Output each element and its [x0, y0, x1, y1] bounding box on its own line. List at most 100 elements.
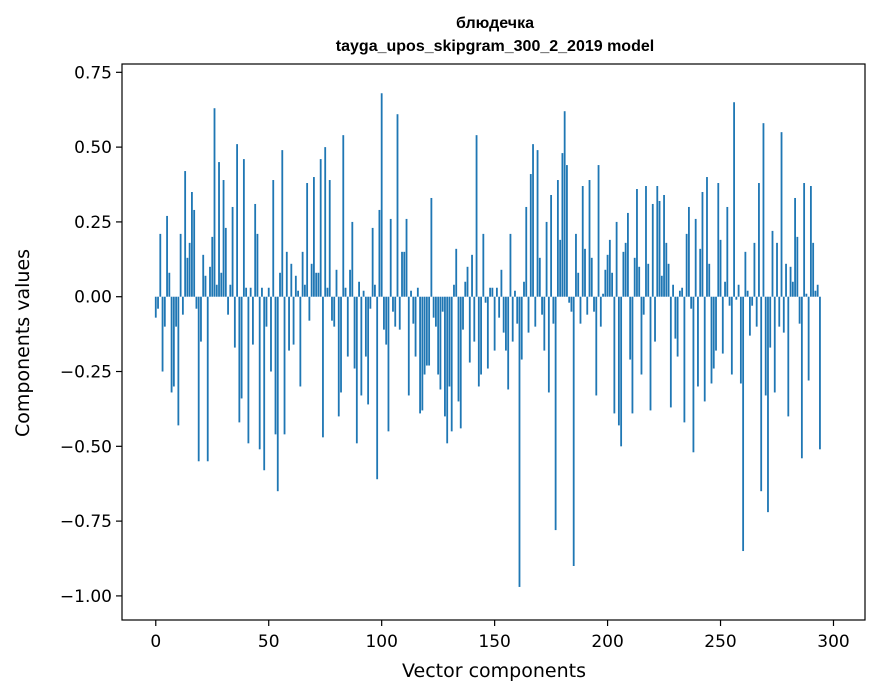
bar: [584, 248, 586, 297]
bar: [471, 254, 473, 297]
bar: [274, 296, 277, 435]
x-axis-label: Vector components: [402, 660, 586, 682]
bar: [254, 203, 257, 297]
bar: [724, 281, 726, 297]
bar: [340, 296, 342, 393]
bar: [218, 162, 220, 297]
bar: [292, 296, 295, 345]
bar: [627, 212, 629, 297]
bar: [735, 296, 738, 300]
bar: [238, 296, 241, 423]
bar: [333, 296, 336, 327]
bar: [364, 296, 367, 357]
bar: [477, 296, 480, 387]
x-tick-label: 200: [591, 632, 623, 652]
x-tick-label: 0: [150, 632, 161, 652]
y-tick-label: 0.50: [74, 138, 112, 158]
bar: [636, 189, 638, 297]
x-tick-label: 250: [704, 632, 736, 652]
bar: [532, 144, 534, 297]
bar: [161, 296, 164, 372]
bar: [588, 180, 591, 297]
bar: [213, 108, 216, 297]
bar: [434, 296, 437, 327]
bar: [667, 263, 670, 297]
bar: [389, 218, 392, 297]
bar: [778, 296, 781, 327]
bar: [762, 123, 765, 297]
bar: [516, 296, 519, 324]
bar: [816, 284, 819, 297]
bar: [746, 290, 749, 297]
bar: [572, 296, 575, 566]
bar: [168, 272, 171, 297]
bar: [308, 296, 311, 321]
chart-title: блюдечка: [456, 15, 534, 32]
bar: [710, 296, 713, 384]
y-tick-label: 0.75: [74, 63, 112, 83]
bar: [579, 296, 582, 324]
bar: [566, 165, 568, 297]
bar: [663, 194, 665, 297]
bar: [466, 266, 469, 297]
bar: [163, 296, 166, 327]
bar: [688, 206, 690, 297]
x-tick-label: 100: [365, 632, 397, 652]
bar: [179, 233, 182, 297]
bar: [538, 257, 541, 297]
bar: [602, 293, 604, 297]
bar: [493, 296, 496, 351]
bar: [285, 251, 288, 297]
y-axis-ticks: −1.00 −0.75 −0.50 −0.25 0.00 0.25 0.50 0.75: [60, 63, 122, 607]
bar: [480, 296, 482, 375]
bar: [547, 296, 550, 393]
y-tick-label: 0.25: [74, 213, 112, 233]
bar: [708, 263, 711, 297]
bar: [410, 290, 412, 297]
bar: [475, 135, 478, 297]
bar: [170, 296, 173, 393]
bar: [191, 192, 193, 297]
bar: [242, 159, 245, 297]
bar: [656, 186, 659, 297]
bar: [265, 296, 268, 327]
bar: [595, 296, 598, 396]
bar: [346, 296, 349, 357]
bar: [809, 186, 812, 297]
bar: [202, 254, 205, 297]
x-tick-label: 300: [817, 632, 849, 652]
bar: [559, 239, 562, 297]
bar: [753, 242, 756, 297]
bar: [715, 296, 717, 351]
bar: [220, 272, 223, 297]
bar: [256, 233, 259, 297]
bar: [331, 296, 333, 321]
bar: [249, 287, 252, 297]
bar: [324, 147, 327, 297]
bar: [204, 275, 207, 297]
bar: [313, 177, 315, 297]
bar: [674, 296, 677, 339]
bar: [611, 272, 614, 297]
bar: [681, 287, 684, 297]
bar: [376, 296, 379, 480]
bar: [658, 200, 661, 297]
bar: [355, 296, 358, 444]
bar: [288, 296, 290, 351]
bar: [186, 257, 189, 297]
bar: [322, 296, 324, 438]
bar: [337, 296, 340, 417]
bar: [543, 296, 546, 351]
bar: [776, 242, 778, 297]
bar: [281, 150, 284, 297]
bar: [518, 296, 521, 587]
bar: [500, 269, 503, 297]
bar: [448, 296, 451, 387]
bar: [421, 296, 424, 411]
bar: [233, 296, 236, 348]
bar: [209, 266, 211, 297]
bar: [749, 296, 751, 336]
bar: [392, 296, 394, 312]
bar: [796, 236, 799, 297]
plot-area-frame: [121, 63, 866, 621]
